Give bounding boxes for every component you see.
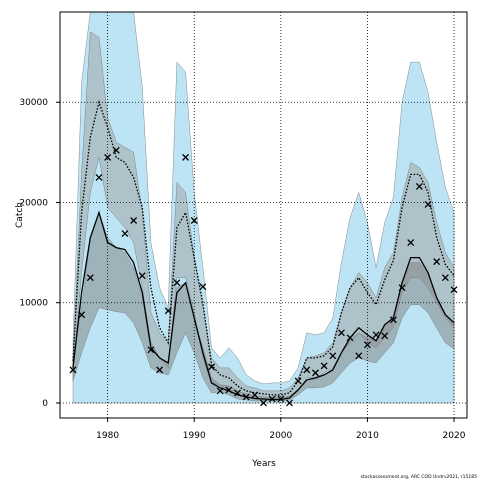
observed-point (199, 283, 207, 291)
observed-point (190, 217, 198, 224)
observed-point (286, 399, 293, 407)
observed-point (69, 366, 77, 374)
observed-point (355, 352, 363, 360)
observed-point (415, 182, 423, 190)
observed-point (121, 230, 129, 238)
observed-point (433, 258, 441, 266)
y-tick-label: 20000 (19, 198, 48, 208)
observed-point (381, 332, 389, 340)
series-lines (72, 99, 455, 401)
grid-lines (60, 12, 467, 418)
observed-point (320, 362, 328, 370)
x-tick-label: 2010 (356, 431, 379, 441)
observed-point (173, 279, 181, 287)
x-axis-title: Years (251, 459, 276, 469)
observed-point (242, 393, 250, 401)
observed-point (450, 286, 458, 294)
y-tick-label: 30000 (19, 98, 48, 108)
observed-point (95, 173, 103, 181)
observed-point (268, 395, 276, 403)
observed-point (277, 395, 285, 403)
observed-point (86, 274, 94, 282)
observed-point (251, 391, 259, 399)
observed-point (424, 201, 432, 208)
y-tick-label: 0 (42, 399, 48, 409)
y-axis-ticks: 0 10000 20000 30000 (19, 98, 60, 409)
x-tick-label: 1990 (183, 431, 206, 441)
observed-point (156, 366, 164, 374)
y-tick-label: 10000 (19, 299, 48, 309)
observed-point (260, 399, 267, 407)
observed-point (225, 386, 233, 394)
observed-point (389, 316, 397, 324)
observed-point (407, 239, 415, 247)
observed-point (208, 363, 216, 371)
observed-point (130, 217, 138, 224)
observed-point (303, 366, 311, 374)
observed-point (363, 341, 371, 349)
observed-point (138, 272, 146, 280)
observed-point (346, 334, 354, 342)
observed-point (182, 153, 190, 161)
observed-point (372, 331, 380, 339)
y-axis-title: Catch (15, 202, 25, 228)
credit-text: stockassessment.org, ARC COD Undrv2021, … (361, 474, 477, 480)
upper-estimate-line (72, 99, 455, 396)
x-axis-ticks: 1980 1990 2000 2010 2020 (96, 418, 466, 441)
x-tick-label: 1980 (96, 431, 119, 441)
plot-frame (59, 11, 468, 419)
observed-points (69, 146, 458, 407)
observed-point (398, 284, 406, 292)
observed-point (164, 307, 172, 315)
observed-point (78, 311, 86, 319)
observed-point (294, 377, 302, 385)
observed-point (337, 329, 345, 337)
x-tick-label: 2020 (443, 431, 466, 441)
observed-point (147, 346, 155, 354)
estimate-line (72, 210, 455, 401)
x-tick-label: 2000 (269, 431, 292, 441)
observed-point (112, 146, 120, 154)
observed-point (329, 352, 337, 360)
confidence-bands (72, 11, 455, 404)
observed-point (104, 153, 112, 161)
observed-point (216, 387, 224, 395)
observed-point (311, 369, 319, 377)
observed-point (234, 389, 241, 397)
observed-point (441, 274, 449, 282)
